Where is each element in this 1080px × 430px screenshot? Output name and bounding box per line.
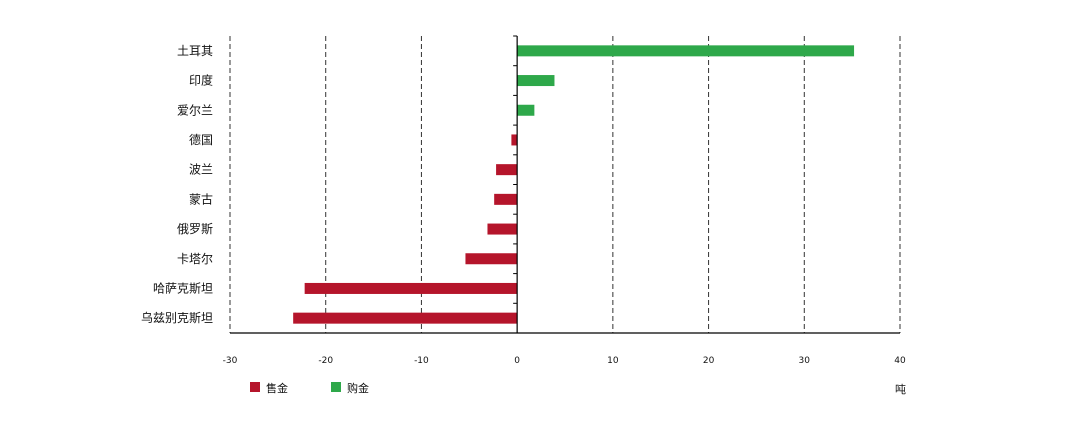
x-tick-label: 10 — [607, 356, 619, 366]
bar — [517, 75, 555, 87]
x-tick-label: -30 — [223, 356, 238, 366]
bar — [494, 193, 518, 205]
bar — [511, 134, 518, 146]
x-tick-labels: -30 -20 -10 0 10 20 30 40 — [223, 356, 906, 366]
bar — [487, 223, 518, 235]
category-label: 卡塔尔 — [177, 251, 213, 266]
category-label: 波兰 — [189, 163, 213, 177]
legend: 售金 购金 — [250, 381, 369, 395]
category-label: 哈萨克斯坦 — [153, 281, 213, 295]
legend-swatch-sell — [250, 382, 260, 392]
grid-lines — [229, 36, 901, 333]
unit-label: 吨 — [895, 383, 906, 396]
category-label: 蒙古 — [189, 191, 213, 206]
x-tick-label: 0 — [514, 356, 520, 366]
axes — [230, 35, 900, 334]
x-tick-label: 30 — [799, 356, 811, 366]
legend-swatch-buy — [331, 382, 341, 392]
bar — [517, 104, 535, 116]
legend-label-buy: 购金 — [347, 381, 369, 395]
bar — [465, 253, 518, 265]
legend-label-sell: 售金 — [266, 381, 288, 395]
category-label: 德国 — [189, 132, 213, 147]
bar — [517, 45, 855, 57]
x-tick-label: -10 — [414, 356, 429, 366]
category-label: 土耳其 — [177, 44, 213, 58]
x-tick-label: 20 — [703, 356, 715, 366]
bar — [496, 164, 518, 176]
category-label: 印度 — [189, 73, 213, 88]
bar — [293, 312, 518, 324]
category-label: 俄罗斯 — [177, 222, 213, 236]
category-label: 爱尔兰 — [177, 102, 213, 117]
category-label: 乌兹别克斯坦 — [141, 310, 213, 325]
x-tick-label: 40 — [894, 356, 906, 366]
bar — [304, 282, 518, 294]
bars — [293, 45, 855, 324]
x-tick-label: -20 — [318, 356, 333, 366]
